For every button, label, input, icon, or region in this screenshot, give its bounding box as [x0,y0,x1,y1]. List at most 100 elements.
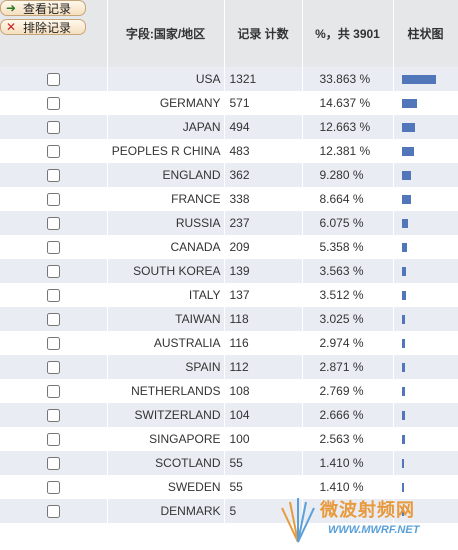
country-cell: RUSSIA [107,211,225,235]
chart-column-header: 柱状图 [393,0,458,67]
record-count-cell: 571 [224,91,303,115]
count-bar [401,218,408,228]
percent-cell: 1.410 % [302,451,394,475]
row-select-cell [0,115,108,139]
row-select-checkbox[interactable] [46,337,60,351]
table-row: SPAIN 112 2.871 % [0,355,458,379]
bar-cell [393,307,458,331]
percent-column-header[interactable]: %，共 3901 [302,0,394,67]
bar-cell [393,163,458,187]
row-select-cell [0,211,108,235]
count-bar [401,146,414,156]
percent-cell: 9.280 % [302,163,394,187]
country-cell: SWEDEN [107,475,225,499]
table-row: FRANCE 338 8.664 % [0,187,458,211]
count-bar [401,314,405,324]
country-cell: ENGLAND [107,163,225,187]
table-header: ➜ 查看记录 ✕ 排除记录 字段:国家/地区 记录 计数 %，共 3901 柱状… [0,0,458,67]
row-select-checkbox[interactable] [46,169,60,183]
record-count-cell: 362 [224,163,303,187]
row-select-checkbox[interactable] [46,145,60,159]
count-bar [401,386,405,396]
row-select-cell [0,355,108,379]
row-select-checkbox[interactable] [46,121,60,135]
count-bar [401,410,405,420]
row-select-cell [0,427,108,451]
country-cell: SINGAPORE [107,427,225,451]
row-select-checkbox[interactable] [46,409,60,423]
country-cell: SPAIN [107,355,225,379]
count-bar [401,170,411,180]
record-count-cell: 100 [224,427,303,451]
percent-cell: 8.664 % [302,187,394,211]
record-count-cell: 55 [224,451,303,475]
record-count-cell: 338 [224,187,303,211]
view-records-button[interactable]: ➜ 查看记录 [0,0,86,16]
bar-cell [393,379,458,403]
country-cell: SCOTLAND [107,451,225,475]
table-row: SCOTLAND 55 1.410 % [0,451,458,475]
watermark-url: WWW.MWRF.NET [328,524,420,536]
bar-cell [393,235,458,259]
row-select-checkbox[interactable] [46,217,60,231]
count-bar [401,362,405,372]
bar-cell [393,187,458,211]
country-cell: SOUTH KOREA [107,259,225,283]
country-cell: NETHERLANDS [107,379,225,403]
percent-cell: 14.637 % [302,91,394,115]
row-select-checkbox[interactable] [46,385,60,399]
row-select-checkbox[interactable] [46,313,60,327]
bar-cell [393,139,458,163]
row-select-cell [0,379,108,403]
table-row: PEOPLES R CHINA 483 12.381 % [0,139,458,163]
table-row: JAPAN 494 12.663 % [0,115,458,139]
percent-cell [302,499,394,523]
record-count-cell: 108 [224,379,303,403]
exclude-records-button[interactable]: ✕ 排除记录 [0,19,86,35]
row-select-checkbox[interactable] [46,433,60,447]
country-cell: SWITZERLAND [107,403,225,427]
country-cell: AUSTRALIA [107,331,225,355]
percent-cell: 2.769 % [302,379,394,403]
record-count-cell: 209 [224,235,303,259]
row-select-checkbox[interactable] [46,361,60,375]
row-select-cell [0,259,108,283]
percent-cell: 1.410 % [302,475,394,499]
percent-cell: 2.974 % [302,331,394,355]
count-bar [401,434,405,444]
count-bar [401,122,415,132]
count-bar [401,338,405,348]
record-count-cell: 116 [224,331,303,355]
row-select-checkbox[interactable] [46,193,60,207]
row-select-checkbox[interactable] [46,73,60,87]
count-column-header[interactable]: 记录 计数 [224,0,303,67]
row-select-cell [0,187,108,211]
table-row: DENMARK 5 [0,499,458,523]
percent-cell: 5.358 % [302,235,394,259]
table-row: SWEDEN 55 1.410 % [0,475,458,499]
row-select-checkbox[interactable] [46,265,60,279]
record-count-cell: 139 [224,259,303,283]
row-select-checkbox[interactable] [46,241,60,255]
field-column-header[interactable]: 字段:国家/地区 [107,0,225,67]
row-select-checkbox[interactable] [46,97,60,111]
row-select-checkbox[interactable] [46,481,60,495]
row-select-cell [0,475,108,499]
view-records-label: 查看记录 [23,1,72,16]
exclude-records-label: 排除记录 [23,20,72,35]
table-row: SOUTH KOREA 139 3.563 % [0,259,458,283]
table-row: GERMANY 571 14.637 % [0,91,458,115]
row-select-checkbox[interactable] [46,289,60,303]
country-cell: USA [107,67,225,91]
bar-cell [393,259,458,283]
table-row: SWITZERLAND 104 2.666 % [0,403,458,427]
row-select-cell [0,163,108,187]
bar-cell [393,427,458,451]
watermark: 微波射频网 WWW.MWRF.NET [278,494,458,546]
row-select-cell [0,331,108,355]
row-select-checkbox[interactable] [46,457,60,471]
row-select-checkbox[interactable] [46,505,60,519]
record-count-cell: 118 [224,307,303,331]
percent-cell: 3.512 % [302,283,394,307]
row-select-cell [0,499,108,523]
